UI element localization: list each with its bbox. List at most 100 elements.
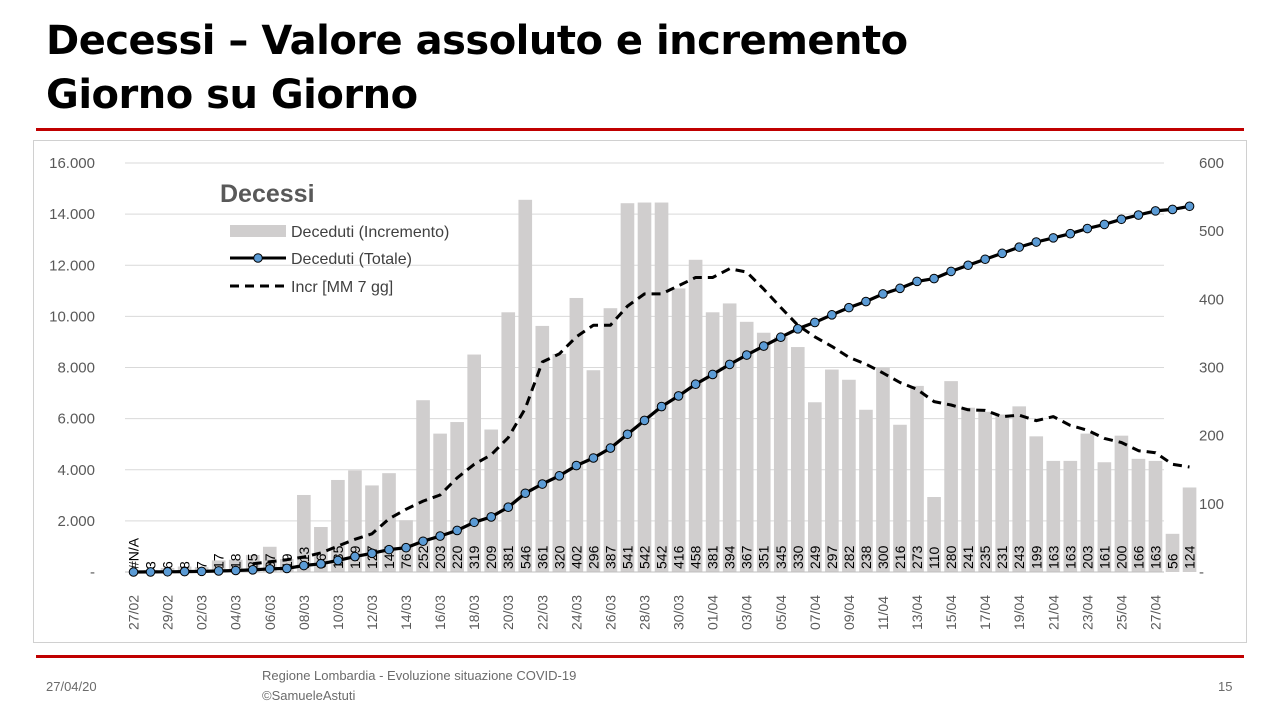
footer-date: 27/04/20 [46, 679, 97, 694]
y-right-tick-label: 100 [1199, 496, 1224, 513]
total-point [912, 276, 922, 287]
data-label: 241 [960, 545, 976, 569]
x-tick-label: 19/04 [1011, 595, 1027, 630]
bar [722, 303, 737, 572]
bar [1131, 458, 1146, 572]
slide-title-line-2: Giorno su Giorno [46, 72, 418, 118]
bar [654, 202, 669, 572]
data-label: 110 [926, 546, 942, 569]
x-tick-label: 22/03 [534, 595, 550, 630]
data-label: 17 [211, 553, 227, 569]
total-point [1099, 219, 1110, 230]
data-label: 25 [245, 553, 261, 569]
data-label: 280 [943, 545, 959, 569]
top-divider [36, 128, 1244, 131]
x-tick-label: 30/03 [671, 595, 687, 630]
total-point [929, 273, 939, 284]
x-tick-label: 26/03 [602, 595, 618, 630]
data-label: 166 [1130, 545, 1146, 569]
x-tick-label: 10/03 [330, 595, 346, 630]
legend-swatch-bars [230, 225, 286, 237]
bottom-divider [36, 655, 1244, 658]
bar [859, 409, 873, 572]
data-label: 220 [449, 545, 465, 569]
total-point [1150, 206, 1161, 216]
total-point [264, 564, 275, 574]
series-moving-average-line [252, 267, 1190, 566]
legend-label: Deceduti (Incremento) [291, 224, 449, 241]
data-label: 238 [858, 545, 874, 569]
legend-swatch-total-marker [253, 253, 263, 263]
data-label: 235 [977, 545, 993, 569]
data-label: 273 [909, 545, 925, 569]
total-point [792, 323, 803, 334]
bar [1114, 435, 1129, 572]
bar [995, 414, 1010, 572]
total-point [639, 415, 650, 426]
bar [586, 370, 601, 572]
total-point [418, 536, 428, 547]
bar [808, 402, 822, 572]
total-point [758, 341, 769, 351]
data-label: 200 [1113, 545, 1129, 569]
total-point [690, 379, 701, 390]
data-label: 199 [1028, 545, 1044, 569]
bar [569, 297, 584, 572]
data-label: 163 [1045, 545, 1061, 569]
total-point [571, 460, 582, 471]
x-tick-label: 17/04 [977, 595, 993, 630]
bar [348, 470, 362, 572]
x-tick-label: 20/03 [500, 595, 516, 630]
total-point [333, 555, 343, 566]
total-point [810, 317, 820, 328]
x-tick-label: 06/03 [262, 595, 278, 630]
x-tick-label: 27/04 [1147, 595, 1163, 630]
data-label: 76 [398, 553, 414, 569]
bar [927, 497, 941, 572]
total-point [128, 567, 139, 577]
data-label: 402 [568, 545, 584, 569]
data-label: 381 [500, 545, 516, 569]
total-point [299, 560, 309, 571]
data-label: 320 [551, 545, 567, 569]
data-label: 7 [194, 561, 210, 569]
x-tick-label: 24/03 [568, 595, 584, 630]
total-point [844, 302, 854, 313]
footer-source: Regione Lombardia - Evoluzione situazion… [262, 668, 577, 683]
total-point [162, 566, 173, 577]
slide-title: Decessi – Valore assoluto e incremento G… [46, 14, 908, 122]
total-point [401, 542, 411, 553]
total-point [145, 567, 156, 577]
data-label: 361 [534, 545, 550, 569]
total-point [895, 283, 905, 294]
bar [842, 379, 856, 572]
x-tick-label: 12/03 [364, 595, 380, 630]
bar [876, 367, 890, 572]
y-left-tick-label: 14.000 [49, 206, 95, 223]
data-label: 163 [1147, 545, 1163, 569]
bar [978, 411, 992, 572]
bar [1182, 487, 1197, 572]
y-left-tick-label: 2.000 [57, 513, 95, 530]
bar [484, 429, 499, 572]
bar [790, 347, 805, 572]
x-tick-label: 09/04 [841, 595, 857, 630]
bar [705, 312, 720, 572]
x-tick-label: 07/04 [807, 595, 823, 630]
data-label: 546 [517, 545, 533, 569]
total-point [196, 566, 207, 577]
data-label: 300 [875, 545, 891, 569]
x-tick-label: 02/03 [194, 595, 210, 630]
x-tick-label: 01/04 [705, 595, 721, 630]
total-point [384, 544, 394, 555]
total-point [1065, 228, 1076, 239]
data-label: 161 [1096, 545, 1112, 569]
bar [688, 259, 703, 572]
total-point [741, 350, 752, 360]
x-tick-label: 29/02 [160, 595, 176, 630]
y-left-tick-label: 8.000 [57, 360, 95, 377]
bar [1029, 436, 1044, 572]
bar [893, 424, 907, 572]
total-point [452, 525, 462, 536]
data-label: 345 [773, 545, 789, 569]
